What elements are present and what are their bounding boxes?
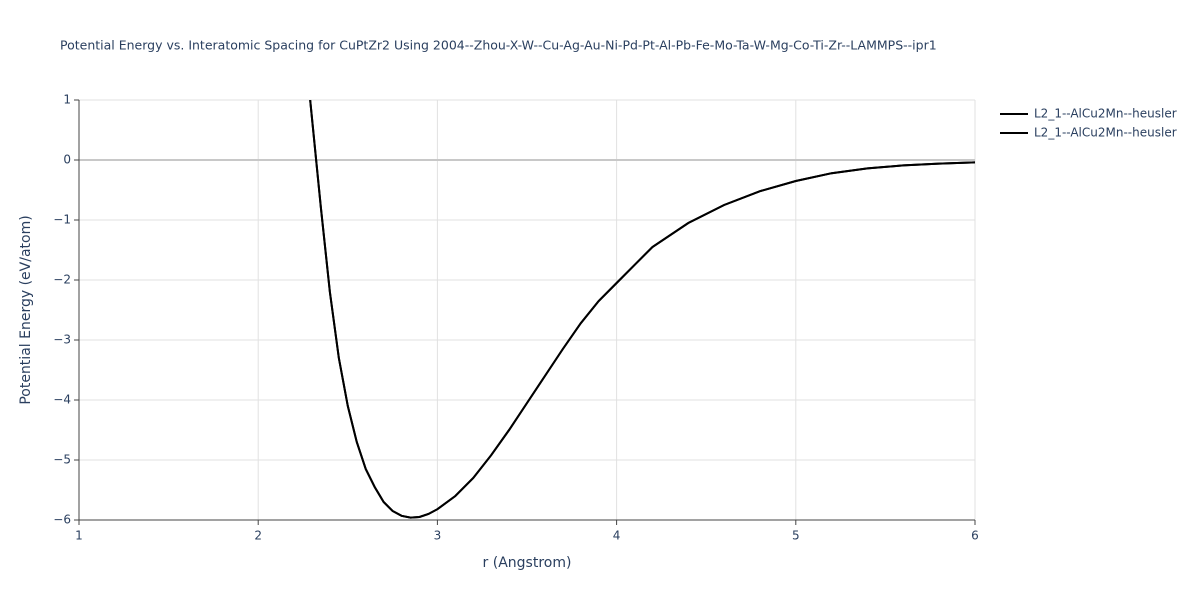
x-tick-label: 6 bbox=[971, 529, 979, 543]
x-tick-label: 1 bbox=[75, 529, 83, 543]
chart-title: Potential Energy vs. Interatomic Spacing… bbox=[60, 38, 937, 53]
legend-label: L2_1--AlCu2Mn--heusler bbox=[1034, 107, 1177, 121]
y-tick-label: −3 bbox=[53, 333, 71, 347]
y-tick-label: −4 bbox=[53, 393, 71, 407]
x-tick-label: 2 bbox=[254, 529, 262, 543]
data-line bbox=[309, 100, 975, 519]
y-tick-label: 0 bbox=[63, 153, 71, 167]
y-tick-label: −5 bbox=[53, 453, 71, 467]
y-tick-label: 1 bbox=[63, 93, 71, 107]
y-tick-label: −1 bbox=[53, 213, 71, 227]
x-axis-title: r (Angstrom) bbox=[483, 555, 572, 571]
y-tick-label: −2 bbox=[53, 273, 71, 287]
x-tick-label: 3 bbox=[434, 529, 442, 543]
y-axis-title: Potential Energy (eV/atom) bbox=[18, 215, 34, 404]
x-tick-label: 4 bbox=[613, 529, 621, 543]
y-tick-label: −6 bbox=[53, 513, 71, 527]
data-line bbox=[309, 100, 975, 519]
x-tick-label: 5 bbox=[792, 529, 800, 543]
legend-label: L2_1--AlCu2Mn--heusler bbox=[1034, 126, 1177, 140]
